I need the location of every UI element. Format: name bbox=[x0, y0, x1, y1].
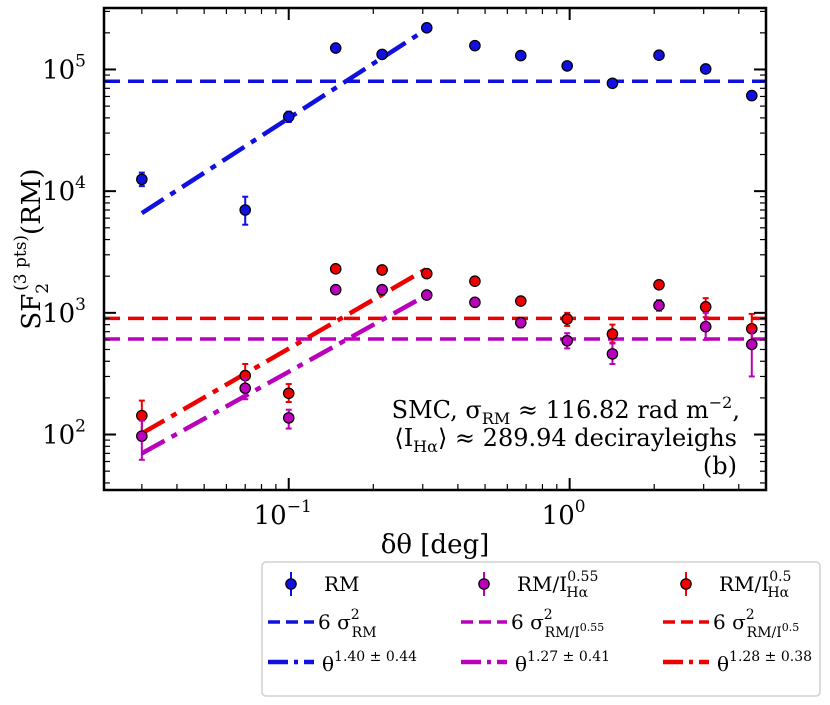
legend-fit-label-0: θ1.40 ± 0.44 bbox=[322, 649, 417, 676]
plot-area bbox=[104, 22, 766, 461]
marker-0-8 bbox=[561, 60, 573, 72]
annotation-line-2: ⟨IHα⟩ ≈ 289.94 decirayleighs bbox=[394, 424, 737, 456]
marker-2-5 bbox=[420, 267, 433, 280]
legend-label-0: RM bbox=[324, 572, 360, 596]
y-tick-label-2: 104 bbox=[42, 173, 86, 207]
marker-1-11 bbox=[699, 320, 712, 333]
legend-sigma-label-0: 6 σ2 RM bbox=[318, 607, 377, 641]
marker-1-6 bbox=[469, 296, 481, 309]
annotation-line-1: SMC, σRM ≈ 116.82 rad m−2, bbox=[392, 393, 740, 428]
marker-1-3 bbox=[329, 283, 342, 296]
marker-0-10 bbox=[653, 49, 665, 61]
marker-2-0 bbox=[136, 409, 148, 422]
legend-fit-label-2: θ1.28 ± 0.38 bbox=[717, 649, 812, 676]
marker-0-3 bbox=[329, 42, 342, 54]
x-tick-label-1: 100 bbox=[542, 497, 586, 531]
legend-fit-label-1: θ1.27 ± 0.41 bbox=[515, 649, 610, 676]
x-axis-title: δθ [deg] bbox=[381, 530, 490, 560]
y-tick-label-1: 103 bbox=[42, 295, 86, 329]
marker-2-6 bbox=[469, 275, 481, 287]
ticks bbox=[104, 8, 767, 490]
marker-0-11 bbox=[699, 63, 712, 75]
marker-2-10 bbox=[653, 278, 665, 291]
marker-0-6 bbox=[469, 39, 481, 52]
marker-1-10 bbox=[653, 299, 665, 312]
fit-line-0 bbox=[140, 27, 428, 216]
marker-1-4 bbox=[376, 283, 388, 296]
marker-2-3 bbox=[329, 263, 342, 275]
panel-label: (b) bbox=[703, 452, 737, 480]
plot-layer: 10−1 100 102 103 104 105 δθ [deg] SF2(3 pts)(RM… bbox=[11, 6, 821, 697]
y-tick-label-0: 102 bbox=[42, 417, 86, 451]
marker-0-12 bbox=[745, 89, 758, 102]
legend-sigma-label-2: 6 σ2 RM/I0.5 bbox=[713, 607, 799, 641]
marker-0-1 bbox=[239, 204, 252, 216]
legend-marker-2 bbox=[680, 578, 692, 590]
marker-2-4 bbox=[376, 264, 388, 276]
legend-label-2: RM/I0.5 Hα bbox=[719, 569, 791, 601]
marker-2-7 bbox=[514, 295, 527, 307]
marker-1-1 bbox=[239, 382, 252, 395]
marker-1-0 bbox=[136, 430, 148, 442]
marker-1-8 bbox=[561, 334, 573, 347]
y-tick-label-3: 105 bbox=[42, 51, 86, 85]
legend: RM 6 σ2 RM θ1.40 ± 0.44 RM/I0.55 Hα 6 σ2 RM/I0.… bbox=[261, 561, 821, 697]
marker-0-5 bbox=[420, 22, 433, 34]
y-axis-title: SF2(3 pts)(RM) bbox=[11, 168, 53, 329]
marker-0-0 bbox=[136, 173, 148, 186]
fit-line-2 bbox=[140, 266, 428, 436]
marker-2-11 bbox=[699, 301, 712, 313]
legend-label-1: RM/I0.55 Hα bbox=[517, 569, 598, 601]
marker-0-7 bbox=[514, 49, 527, 62]
plot-frame bbox=[102, 6, 768, 492]
marker-1-5 bbox=[420, 289, 433, 301]
x-tick-label-0: 10−1 bbox=[254, 497, 312, 531]
marker-2-2 bbox=[282, 387, 295, 400]
marker-1-12 bbox=[745, 338, 758, 351]
marker-2-9 bbox=[606, 328, 619, 340]
marker-0-4 bbox=[376, 48, 388, 61]
fit-line-1 bbox=[140, 293, 428, 456]
marker-0-2 bbox=[282, 110, 295, 123]
marker-1-9 bbox=[606, 348, 619, 360]
legend-sigma-label-1: 6 σ2 RM/I0.55 bbox=[511, 607, 604, 641]
marker-1-7 bbox=[514, 316, 527, 329]
marker-2-8 bbox=[561, 313, 573, 325]
marker-1-2 bbox=[282, 412, 295, 424]
legend-marker-0 bbox=[285, 578, 297, 590]
marker-0-9 bbox=[606, 77, 619, 90]
legend-marker-1 bbox=[478, 578, 490, 590]
